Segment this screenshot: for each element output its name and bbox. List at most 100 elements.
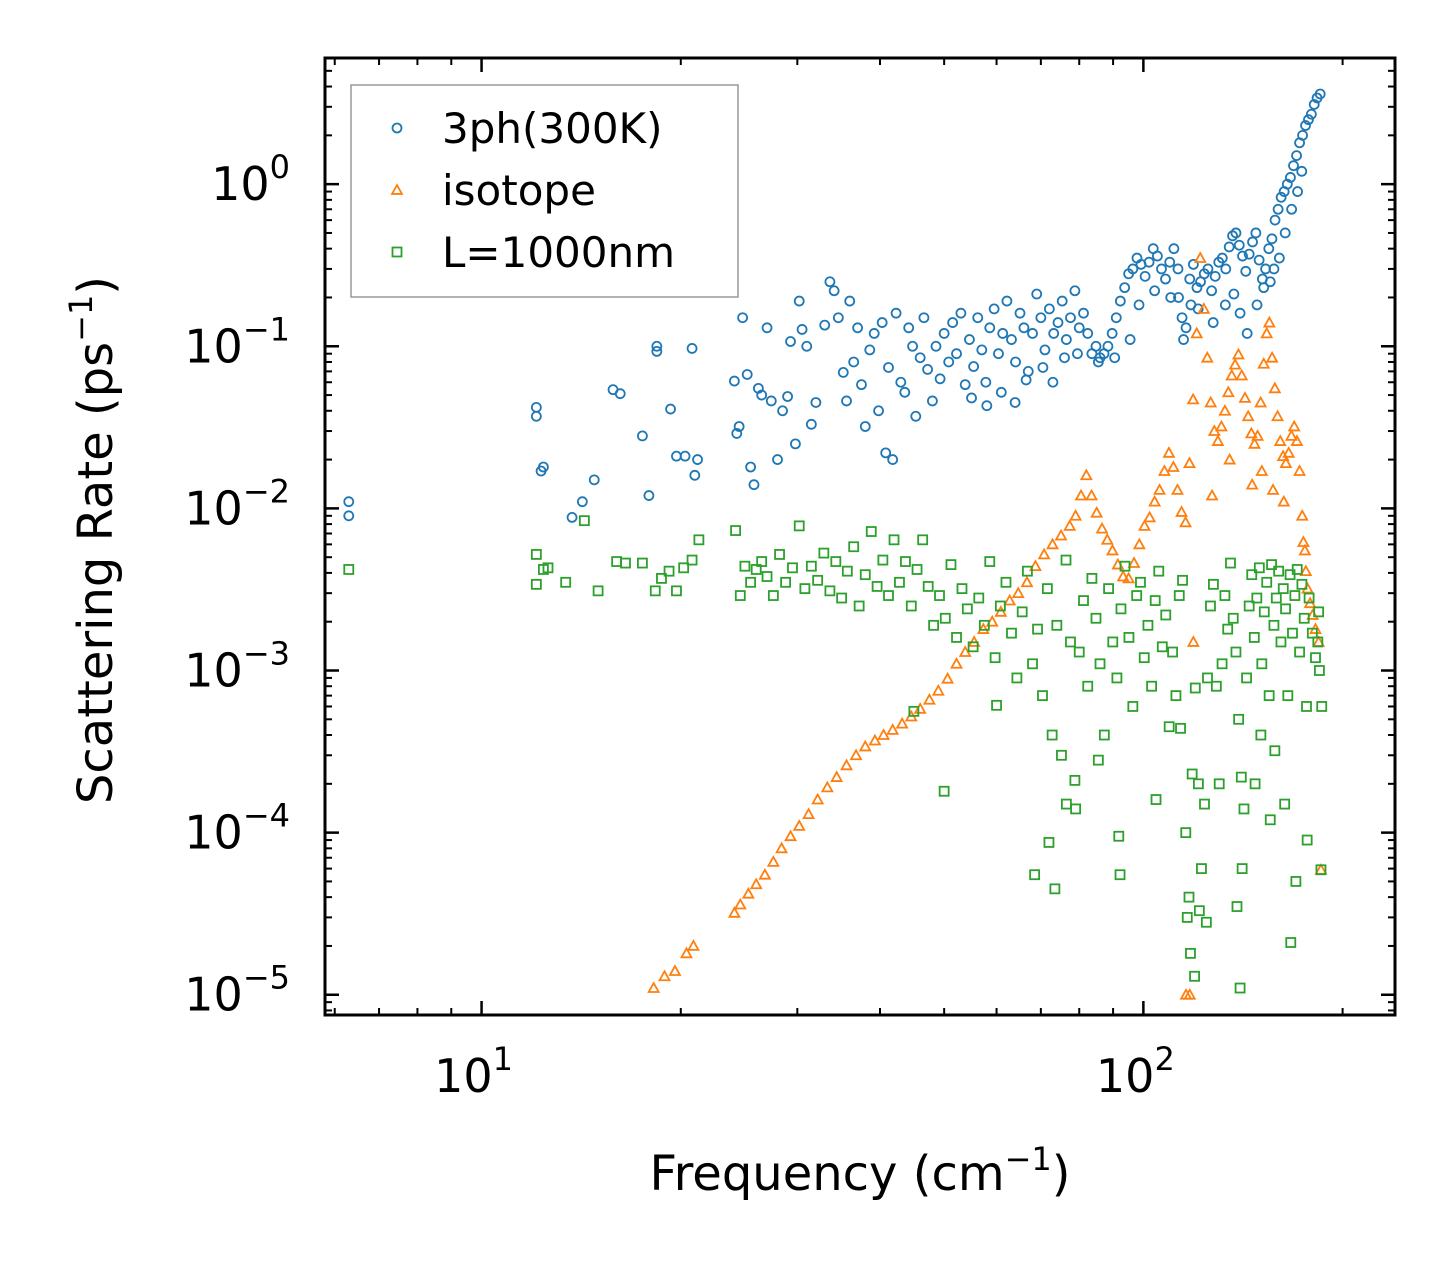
- data-point: [1000, 576, 1012, 588]
- data-point: [1205, 600, 1216, 612]
- data-point: [1041, 583, 1053, 595]
- series-0: [343, 88, 1326, 523]
- data-point: [1095, 521, 1109, 534]
- data-point: [761, 571, 773, 582]
- data-point: [665, 403, 676, 415]
- data-point: [1020, 575, 1034, 588]
- y-tick-label: 10−3: [184, 635, 290, 698]
- data-point: [1149, 285, 1161, 297]
- x-axis-title-sup: −1: [1005, 1140, 1052, 1178]
- data-point: [1277, 583, 1289, 595]
- data-point: [750, 564, 762, 575]
- data-point: [1143, 256, 1155, 268]
- y-tick-label: 10−5: [184, 959, 290, 1022]
- data-point: [991, 699, 1002, 711]
- data-point: [1266, 559, 1277, 571]
- data-point: [566, 511, 578, 523]
- data-point: [928, 619, 940, 631]
- x-axis-title-close: ): [1052, 1146, 1071, 1202]
- data-point: [830, 556, 842, 567]
- data-point: [1314, 88, 1326, 100]
- data-point: [576, 496, 588, 508]
- data-point: [1213, 778, 1225, 790]
- data-point: [692, 454, 703, 465]
- data-point: [1149, 595, 1161, 606]
- data-point: [1268, 619, 1280, 631]
- data-point: [1047, 376, 1059, 388]
- data-point: [1276, 449, 1290, 462]
- data-point: [620, 557, 631, 569]
- data-point: [792, 819, 806, 831]
- data-point: [1124, 334, 1136, 345]
- data-point: [1291, 150, 1302, 162]
- data-point: [1028, 559, 1042, 572]
- data-point: [1114, 869, 1126, 881]
- data-point: [1106, 328, 1118, 339]
- data-point: [530, 410, 542, 422]
- data-point: [1037, 547, 1051, 560]
- data-point: [989, 652, 1001, 664]
- data-point: [1233, 239, 1245, 251]
- data-point: [671, 585, 682, 597]
- data-point: [799, 583, 811, 595]
- data-point: [890, 307, 902, 319]
- data-point: [1153, 483, 1167, 495]
- data-point: [1186, 635, 1200, 647]
- data-point: [765, 395, 777, 407]
- data-point: [818, 547, 830, 559]
- data-point: [1138, 652, 1150, 664]
- data-point: [767, 590, 779, 601]
- data-point: [951, 632, 962, 643]
- data-point: [1237, 250, 1248, 262]
- data-point: [801, 340, 813, 352]
- x-axis-title-base: Frequency (cm: [649, 1146, 1004, 1202]
- data-point: [1205, 488, 1219, 501]
- data-point: [941, 671, 955, 684]
- data-point: [741, 886, 755, 899]
- data-point: [938, 328, 950, 339]
- data-point: [1092, 356, 1104, 368]
- data-point: [1222, 623, 1234, 635]
- data-point: [1056, 295, 1068, 307]
- data-point: [883, 362, 894, 373]
- data-point: [877, 554, 889, 566]
- data-point: [1288, 160, 1299, 172]
- data-point: [1078, 595, 1089, 606]
- data-point: [848, 541, 860, 553]
- data-point: [1255, 464, 1269, 476]
- legend-items: 3ph(300K) isotope L=1000nm: [390, 104, 675, 277]
- data-point: [758, 867, 772, 880]
- data-point: [1258, 606, 1270, 618]
- data-point: [1287, 627, 1298, 639]
- data-point: [1207, 317, 1219, 328]
- data-point: [828, 285, 840, 297]
- data-point: [938, 785, 950, 797]
- data-point: [950, 656, 964, 669]
- data-point: [1162, 446, 1176, 458]
- legend-marker: [391, 246, 403, 258]
- data-point: [1183, 891, 1195, 903]
- data-point: [1160, 609, 1172, 621]
- data-point: [1249, 778, 1261, 790]
- y-axis-title-base: Scattering Rate (ps: [68, 342, 124, 804]
- data-point: [727, 906, 741, 918]
- data-point: [966, 392, 977, 404]
- data-point: [1264, 814, 1276, 826]
- data-point: [737, 312, 749, 324]
- data-point: [1219, 299, 1231, 311]
- data-point: [945, 559, 957, 571]
- data-point: [1293, 464, 1307, 476]
- data-point: [824, 585, 836, 597]
- data-point: [930, 340, 942, 352]
- data-point: [1225, 557, 1236, 569]
- data-point: [1268, 263, 1280, 275]
- data-point: [1297, 129, 1308, 141]
- data-point: [1285, 172, 1296, 183]
- data-point: [1214, 419, 1228, 432]
- data-point: [858, 739, 872, 752]
- data-point: [1078, 307, 1089, 319]
- data-point: [1122, 571, 1136, 584]
- data-point: [1219, 590, 1231, 601]
- data-point: [1271, 409, 1285, 422]
- y-tick-label: 10−1: [184, 310, 290, 373]
